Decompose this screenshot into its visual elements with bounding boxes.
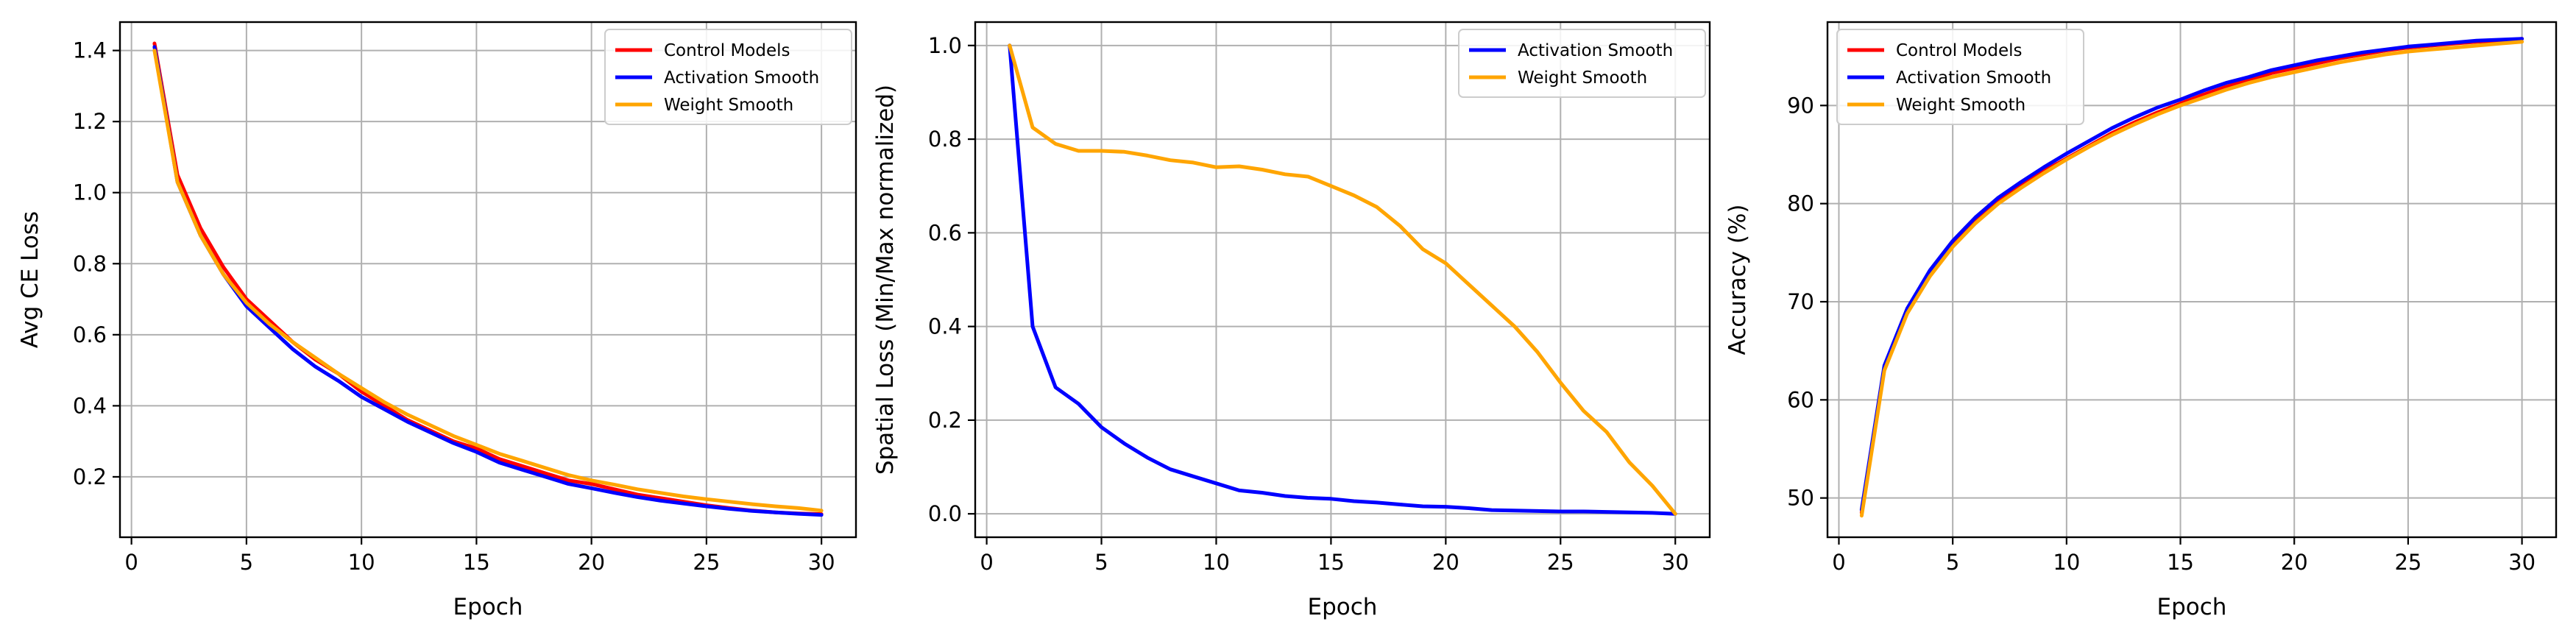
y-tick-label: 60 xyxy=(1787,387,1814,412)
legend-label: Control Models xyxy=(1896,41,2023,60)
x-tick-label: 10 xyxy=(348,550,375,575)
y-tick-label: 50 xyxy=(1787,486,1814,511)
plot-area-frame xyxy=(974,21,1711,539)
series-line-weight-smooth xyxy=(1008,43,1677,516)
x-tick-label: 20 xyxy=(2281,550,2308,575)
y-tick-label: 0.6 xyxy=(73,322,107,347)
series-line-weight-smooth xyxy=(1859,40,2524,518)
y-tick-label: 0.2 xyxy=(73,464,107,489)
x-tick-label: 25 xyxy=(693,550,720,575)
legend-label: Weight Smooth xyxy=(1896,96,2025,115)
legend-label: Activation Smooth xyxy=(1518,41,1673,60)
x-tick-label: 30 xyxy=(2508,550,2536,575)
x-axis-label: Epoch xyxy=(1308,594,1378,620)
x-tick-label: 10 xyxy=(1203,550,1230,575)
series-line-activation-smooth xyxy=(152,45,824,517)
y-tick-label: 0.2 xyxy=(928,408,962,433)
x-tick-label: 0 xyxy=(980,550,993,575)
y-tick-label: 1.0 xyxy=(928,33,962,58)
chart-panel-3: 0 5 10 15 20 25 30 50 60 70 80 90 Epoch Accuracy (%) C… xyxy=(1724,21,2558,620)
y-tick-label: 0.0 xyxy=(928,501,962,526)
y-tick-label: 1.0 xyxy=(73,180,107,205)
y-tick-label: 1.2 xyxy=(73,109,107,134)
legend: Control Models Activation Smooth Weight Sm… xyxy=(604,29,852,125)
plot-area-frame xyxy=(1826,21,2558,539)
legend-box xyxy=(604,29,852,125)
y-tick-label: 70 xyxy=(1787,289,1814,314)
x-tick-label: 25 xyxy=(2394,550,2421,575)
x-tick-label: 0 xyxy=(124,550,138,575)
y-axis-label: Avg CE Loss xyxy=(17,211,43,348)
legend-label: Control Models xyxy=(664,41,790,60)
x-tick-label: 15 xyxy=(463,550,490,575)
plot-area-frame xyxy=(118,21,857,539)
y-tick-label: 0.6 xyxy=(928,220,962,245)
y-tick-label: 0.4 xyxy=(73,393,107,418)
legend-box xyxy=(1836,29,2084,125)
y-tick-label: 0.8 xyxy=(73,251,107,276)
series-line-activation-smooth xyxy=(1859,37,2524,512)
legend-label: Weight Smooth xyxy=(1518,68,1647,88)
series-line-weight-smooth xyxy=(152,49,824,513)
x-tick-label: 10 xyxy=(2053,550,2080,575)
y-tick-label: 1.4 xyxy=(73,38,107,63)
y-axis-label: Accuracy (%) xyxy=(1724,204,1751,355)
legend-label: Activation Smooth xyxy=(664,68,819,88)
x-axis-label: Epoch xyxy=(2157,594,2227,620)
x-tick-label: 5 xyxy=(1946,550,1959,575)
x-axis-label: Epoch xyxy=(453,594,523,620)
legend: Control Models Activation Smooth Weight Sm… xyxy=(1836,29,2084,125)
x-tick-label: 20 xyxy=(1432,550,1459,575)
y-tick-label: 80 xyxy=(1787,191,1814,216)
x-tick-label: 20 xyxy=(578,550,605,575)
x-tick-label: 0 xyxy=(1832,550,1845,575)
chart-panel-1: 0 5 10 15 20 25 30 0.2 0.4 0.6 0.8 1.0 1.2 1.4 Epoch Av… xyxy=(17,21,857,620)
x-tick-label: 15 xyxy=(1317,550,1345,575)
y-tick-label: 90 xyxy=(1787,93,1814,118)
y-axis-label: Spatial Loss (Min/Max normalized) xyxy=(872,85,899,475)
legend-label: Weight Smooth xyxy=(664,96,793,115)
x-tick-label: 25 xyxy=(1547,550,1574,575)
x-tick-label: 5 xyxy=(240,550,253,575)
y-tick-label: 0.4 xyxy=(928,314,962,339)
x-tick-label: 15 xyxy=(2167,550,2194,575)
legend-box xyxy=(1458,29,1706,98)
x-tick-label: 30 xyxy=(1662,550,1689,575)
series-line-activation-smooth xyxy=(1008,43,1677,516)
legend-label: Activation Smooth xyxy=(1896,68,2051,88)
x-tick-label: 5 xyxy=(1094,550,1108,575)
x-tick-label: 30 xyxy=(808,550,835,575)
y-tick-label: 0.8 xyxy=(928,127,962,152)
chart-panel-2: 0 5 10 15 20 25 30 0.0 0.2 0.4 0.6 0.8 1.0 Epoch Spati… xyxy=(872,21,1711,620)
legend: Activation Smooth Weight Smooth xyxy=(1458,29,1706,98)
